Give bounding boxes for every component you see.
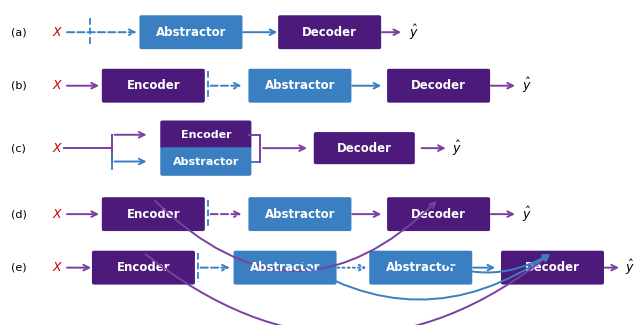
Text: Decoder: Decoder [337, 142, 392, 155]
FancyBboxPatch shape [369, 251, 472, 285]
Text: $\hat{y}$: $\hat{y}$ [409, 23, 419, 42]
FancyBboxPatch shape [501, 251, 604, 285]
Text: $X$: $X$ [52, 26, 63, 39]
Text: Encoder: Encoder [127, 79, 180, 92]
Text: $\hat{y}$: $\hat{y}$ [452, 138, 462, 158]
Text: (e): (e) [11, 263, 26, 273]
Text: Encoder: Encoder [116, 261, 170, 274]
Text: Abstractor: Abstractor [173, 157, 239, 166]
Text: Encoder: Encoder [180, 130, 231, 140]
FancyBboxPatch shape [387, 69, 490, 103]
FancyBboxPatch shape [102, 197, 205, 231]
Text: Abstractor: Abstractor [385, 261, 456, 274]
Text: Encoder: Encoder [127, 208, 180, 221]
FancyBboxPatch shape [92, 251, 195, 285]
Text: (d): (d) [11, 209, 27, 219]
FancyBboxPatch shape [314, 132, 415, 164]
Text: Decoder: Decoder [411, 79, 466, 92]
FancyBboxPatch shape [387, 197, 490, 231]
FancyBboxPatch shape [160, 147, 252, 176]
Text: Decoder: Decoder [411, 208, 466, 221]
Text: $X$: $X$ [52, 208, 63, 221]
Text: Decoder: Decoder [525, 261, 580, 274]
Text: $X$: $X$ [52, 261, 63, 274]
FancyBboxPatch shape [234, 251, 337, 285]
Text: $\hat{y}$: $\hat{y}$ [522, 76, 532, 95]
Text: (c): (c) [11, 143, 26, 153]
Text: $\hat{y}$: $\hat{y}$ [625, 258, 635, 277]
Text: (b): (b) [11, 81, 26, 91]
Text: Abstractor: Abstractor [265, 79, 335, 92]
FancyBboxPatch shape [248, 197, 351, 231]
Text: Abstractor: Abstractor [250, 261, 320, 274]
FancyBboxPatch shape [248, 69, 351, 103]
Text: Abstractor: Abstractor [265, 208, 335, 221]
FancyBboxPatch shape [278, 15, 381, 49]
FancyBboxPatch shape [140, 15, 243, 49]
Text: $X$: $X$ [52, 79, 63, 92]
FancyBboxPatch shape [102, 69, 205, 103]
Text: (a): (a) [11, 27, 26, 37]
Text: Decoder: Decoder [302, 26, 357, 39]
Text: $X$: $X$ [52, 142, 63, 155]
Text: $\hat{y}$: $\hat{y}$ [522, 205, 532, 224]
Text: Abstractor: Abstractor [156, 26, 226, 39]
FancyBboxPatch shape [160, 121, 252, 149]
